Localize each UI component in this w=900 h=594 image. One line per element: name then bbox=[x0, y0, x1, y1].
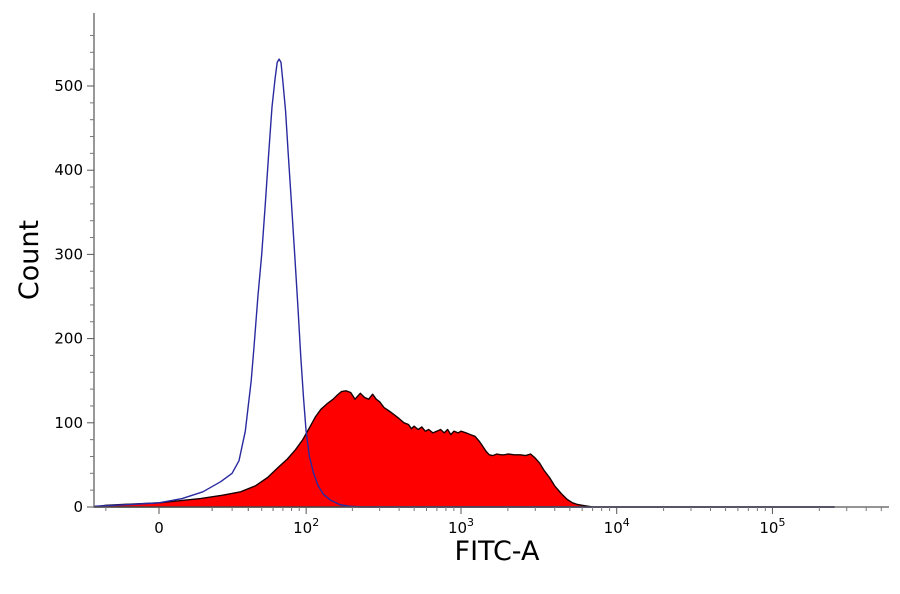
y-tick-label-400: 400 bbox=[54, 161, 83, 179]
x-tick-label-10000: 104 bbox=[604, 516, 630, 537]
axes-layer bbox=[93, 13, 889, 508]
y-tick-label-0: 0 bbox=[73, 498, 83, 516]
series-1-outline-histogram bbox=[93, 58, 835, 508]
x-tick-label-100: 102 bbox=[293, 516, 319, 537]
y-tick-label-500: 500 bbox=[54, 77, 83, 95]
x-tick-label-0: 0 bbox=[154, 519, 164, 537]
series-layer bbox=[93, 58, 836, 508]
x-axis-title: FITC-A bbox=[455, 536, 540, 567]
x-tick-label-1000: 103 bbox=[448, 516, 474, 537]
x-tick-label-100000: 105 bbox=[759, 516, 785, 537]
y-axis-title: Count bbox=[14, 220, 45, 300]
y-tick-label-100: 100 bbox=[54, 414, 83, 432]
ticks-layer: 0 100 200 300 400 500 0 102 103 104 105 bbox=[54, 34, 882, 537]
series-0-filled-histogram bbox=[93, 390, 836, 508]
y-tick-label-300: 300 bbox=[54, 245, 83, 263]
y-tick-label-200: 200 bbox=[54, 330, 83, 348]
